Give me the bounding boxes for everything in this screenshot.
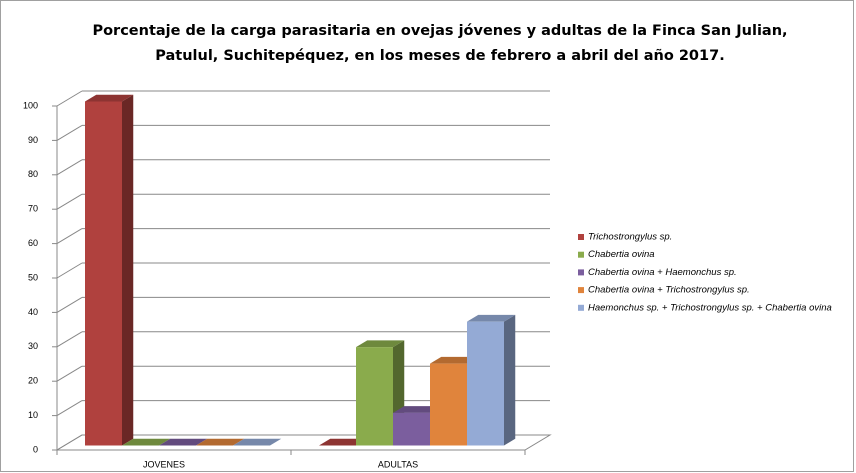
y-tick-label: 30 [28, 341, 38, 351]
bar [356, 347, 393, 446]
legend-label: Haemonchus sp. + Trichostrongylus sp. + … [588, 302, 832, 313]
y-tick-label: 20 [28, 376, 38, 386]
bar-top [233, 438, 282, 446]
chart-title: Porcentaje de la carga parasitaria en ov… [92, 23, 787, 39]
bar [467, 321, 504, 446]
grid-line [56, 124, 83, 141]
legend-swatch [578, 251, 584, 258]
y-tick-label: 70 [28, 204, 38, 214]
legend-label: Trichostrongylus sp. [588, 232, 672, 243]
legend-swatch [578, 304, 584, 311]
y-tick-label: 0 [33, 444, 38, 454]
bar-side [122, 94, 134, 446]
chart-title: Patulul, Suchitepéquez, en los meses de … [155, 48, 724, 64]
bar-top [85, 94, 134, 102]
bar-top [430, 356, 479, 364]
y-tick-label: 60 [28, 238, 38, 248]
bar-top [196, 438, 245, 446]
bar-top [319, 438, 368, 446]
legend-swatch [578, 234, 584, 240]
bar-top [393, 406, 442, 413]
grid-line [56, 365, 83, 382]
grid-line [56, 331, 83, 348]
grid-line [56, 296, 83, 313]
bar-top [467, 314, 516, 322]
grid-line [56, 90, 83, 107]
y-tick-label: 50 [28, 272, 38, 282]
legend-label: Chabertia ovina + Haemonchus sp. [588, 267, 737, 278]
legend-swatch [578, 269, 584, 276]
legend-label: Chabertia ovina + Trichostrongylus sp. [588, 285, 750, 296]
grid-line [56, 159, 83, 176]
bar-side [504, 314, 516, 446]
bar [393, 412, 430, 446]
grid-line [56, 193, 83, 210]
y-tick-label: 90 [28, 135, 38, 145]
legend-swatch [578, 287, 584, 294]
grid-line [56, 262, 83, 279]
y-tick-label: 80 [28, 169, 38, 179]
grid-line [56, 228, 83, 245]
bar-top [122, 438, 171, 446]
x-tick-label: ADULTAS [378, 459, 418, 469]
y-tick-label: 10 [28, 410, 38, 420]
bar [430, 363, 467, 446]
bar [85, 101, 122, 446]
grid-line [56, 434, 83, 451]
x-tick-label: JOVENES [143, 459, 185, 469]
legend-label: Chabertia ovina [588, 249, 655, 260]
bar-top [159, 438, 208, 446]
grid-line [56, 400, 83, 417]
y-tick-label: 40 [28, 307, 38, 317]
bar-top [356, 340, 405, 348]
y-tick-label: 100 [23, 100, 38, 110]
